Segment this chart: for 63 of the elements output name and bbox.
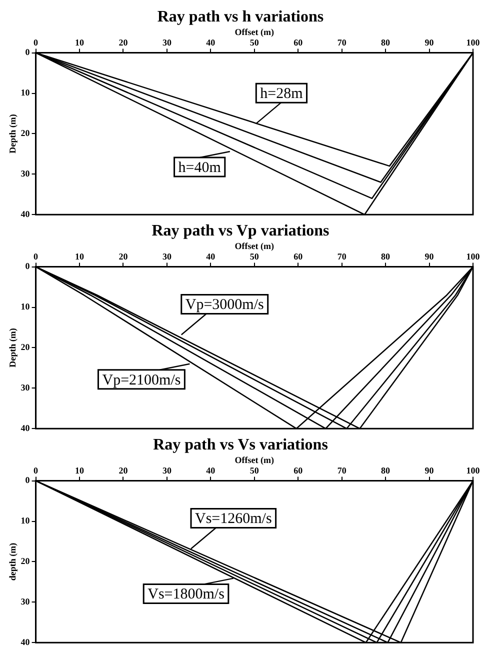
y-tick-label: 0 (25, 475, 30, 486)
x-tick-label: 20 (118, 466, 128, 476)
y-tick-label: 0 (25, 261, 30, 272)
x-tick-label: 100 (466, 38, 480, 48)
x-tick-label: 50 (250, 252, 260, 262)
x-tick-label: 50 (250, 466, 260, 476)
x-tick-label: 70 (337, 252, 347, 262)
x-tick-label: 40 (206, 252, 216, 262)
chart-title: Ray path vs Vp variations (152, 222, 330, 240)
x-tick-label: 50 (250, 38, 260, 48)
x-tick-label: 60 (294, 252, 304, 262)
x-tick-label: 90 (424, 252, 434, 262)
x-tick-label: 100 (466, 252, 480, 262)
x-tick-label: 0 (34, 252, 39, 262)
y-tick-label: 40 (20, 422, 30, 433)
y-tick-label: 30 (20, 168, 30, 178)
x-axis-title: Offset (m) (234, 26, 274, 37)
x-tick-label: 100 (466, 466, 480, 476)
x-tick-label: 60 (294, 38, 304, 48)
y-tick-label: 0 (25, 47, 30, 58)
x-tick-label: 30 (162, 38, 172, 48)
y-tick-label: 20 (20, 342, 30, 352)
annotation: Vs=1260m/s (195, 511, 272, 528)
x-tick-label: 20 (118, 38, 128, 48)
x-tick-label: 0 (34, 38, 39, 48)
x-tick-label: 10 (75, 38, 85, 48)
x-tick-label: 80 (381, 466, 391, 476)
x-axis-title: Offset (m) (234, 240, 274, 251)
x-tick-label: 90 (424, 38, 434, 48)
annotation: Vs=1800m/s (148, 586, 225, 603)
y-tick-label: 10 (20, 516, 30, 526)
y-tick-label: 30 (20, 382, 30, 392)
x-tick-label: 80 (381, 252, 391, 262)
x-tick-label: 70 (337, 38, 347, 48)
y-tick-label: 20 (20, 128, 30, 138)
x-tick-label: 40 (206, 466, 216, 476)
y-tick-label: 10 (20, 302, 30, 312)
y-tick-label: 30 (20, 596, 30, 606)
x-tick-label: 60 (294, 466, 304, 476)
annotation: Vp=3000m/s (185, 297, 264, 314)
x-tick-label: 30 (162, 466, 172, 476)
x-tick-label: 80 (381, 38, 391, 48)
x-tick-label: 0 (34, 466, 39, 476)
x-tick-label: 10 (75, 252, 85, 262)
y-axis-title: Depth (m) (8, 328, 18, 368)
annotation: Vp=2100m/s (102, 372, 181, 388)
y-tick-label: 40 (20, 636, 30, 647)
x-tick-label: 40 (206, 38, 216, 48)
chart-title: Ray path vs h variations (157, 8, 324, 26)
x-tick-label: 10 (75, 466, 85, 476)
y-tick-label: 20 (20, 556, 30, 566)
x-tick-label: 90 (424, 466, 434, 476)
y-axis-title: depth (m) (8, 542, 18, 581)
annotation: h=28m (260, 86, 304, 102)
y-tick-label: 40 (20, 208, 30, 219)
x-tick-label: 30 (162, 252, 172, 262)
x-tick-label: 20 (118, 252, 128, 262)
annotation: h=40m (178, 160, 222, 176)
y-tick-label: 10 (20, 88, 30, 98)
x-axis-title: Offset (m) (234, 454, 274, 465)
y-axis-title: Depth (m) (8, 114, 18, 154)
chart-title: Ray path vs Vs variations (153, 436, 328, 454)
x-tick-label: 70 (337, 466, 347, 476)
